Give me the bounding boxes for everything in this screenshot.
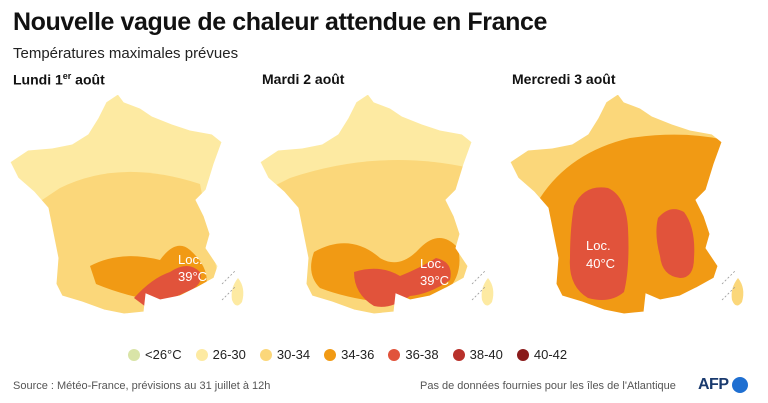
day-label-monday-rest: août — [71, 71, 105, 88]
legend-label-40-42: 40-42 — [533, 347, 568, 362]
legend-item-38-40: 38-40 — [452, 347, 503, 362]
afp-logo-text: AFP — [698, 376, 729, 393]
legend-label-26-30: 26-30 — [212, 347, 246, 362]
map-monday-loc-line1: Loc. — [178, 252, 203, 267]
day-label-monday-sup: er — [62, 71, 72, 81]
legend-item-40-42: 40-42 — [516, 347, 568, 362]
legend-item-30-34: 30-34 — [259, 347, 311, 362]
legend-swatch-26-30 — [195, 348, 208, 361]
legend-label-30-34: 30-34 — [276, 347, 311, 362]
day-label-wednesday: Mercredi 3 août — [512, 71, 616, 87]
source-credit: Source : Météo-France, prévisions au 31 … — [13, 380, 271, 392]
legend-label-34-36: 34-36 — [341, 347, 375, 362]
afp-logo-icon — [731, 377, 748, 393]
map-wednesday-loc-line1: Loc. — [586, 238, 611, 253]
map-wednesday-loc-line2: 40°C — [586, 256, 615, 271]
legend-item-36-38: 36-38 — [388, 347, 439, 362]
map-wednesday: Loc. 40°C — [509, 93, 744, 315]
legend-swatch-36-38 — [388, 348, 401, 361]
data-note: Pas de données fournies pour les îles de… — [420, 380, 676, 392]
day-label-monday-text: Lundi 1 — [13, 71, 63, 88]
day-label-tuesday: Mardi 2 août — [262, 71, 345, 87]
legend-swatch-lt26 — [128, 348, 140, 361]
legend: <26°C 26-30 30-34 34-36 36-38 38-40 40-4… — [128, 347, 581, 362]
legend-swatch-38-40 — [452, 348, 465, 361]
map-tuesday-loc-line2: 39°C — [420, 273, 449, 288]
legend-item-26-30: 26-30 — [195, 347, 246, 362]
legend-label-lt26: <26°C — [145, 347, 182, 362]
legend-item-lt26: <26°C — [128, 347, 182, 362]
legend-label-38-40: 38-40 — [469, 347, 503, 362]
page-subtitle: Températures maximales prévues — [13, 45, 239, 62]
legend-label-36-38: 36-38 — [405, 347, 439, 362]
map-monday-loc-line2: 39°C — [178, 269, 207, 284]
legend-swatch-40-42 — [516, 348, 529, 361]
map-monday: Loc. 39°C — [9, 93, 244, 315]
afp-logo: AFP — [698, 376, 748, 394]
page-title: Nouvelle vague de chaleur attendue en Fr… — [13, 8, 547, 36]
legend-swatch-30-34 — [259, 348, 272, 361]
day-label-monday: Lundi 1er août — [13, 71, 105, 88]
legend-item-34-36: 34-36 — [324, 347, 374, 362]
legend-swatch-34-36 — [324, 348, 337, 361]
map-tuesday-loc-line1: Loc. — [420, 256, 445, 271]
map-tuesday: Loc. 39°C — [259, 93, 494, 315]
